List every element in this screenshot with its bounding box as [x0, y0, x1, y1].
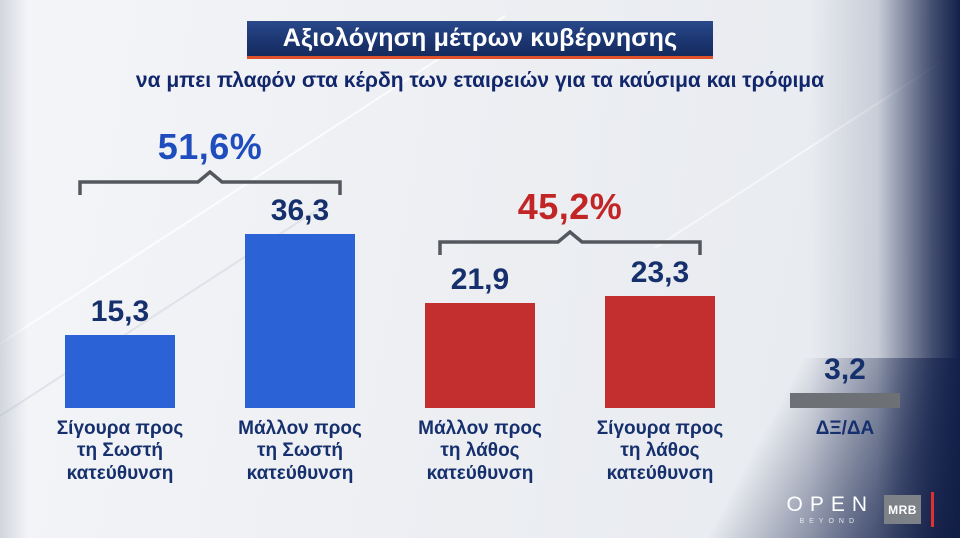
page-title: Αξιολόγηση μέτρων κυβέρνησης [282, 24, 678, 52]
bar-category-label: Μάλλον προς τη λάθος κατεύθυνση [418, 418, 542, 484]
mrb-logo: MRB [884, 495, 921, 524]
bar-column: 21,9 Μάλλον προς τη λάθος κατεύθυνση [390, 263, 570, 484]
mrb-red-accent [931, 492, 934, 527]
left-edge-shade [0, 0, 28, 538]
group-bracket [78, 170, 342, 195]
bar-value-label: 3,2 [824, 353, 866, 386]
bar [605, 296, 715, 408]
bar-value-label: 36,3 [270, 194, 330, 227]
bar [65, 335, 175, 408]
bar-value-label: 15,3 [90, 295, 150, 328]
open-beyond-tagline: BEYOND [799, 518, 860, 525]
bar-category-label: Μάλλον προς τη Σωστή κατεύθυνση [238, 418, 362, 484]
open-tv-logo: OPEN BEYOND [779, 494, 874, 525]
bar-value-label: 23,3 [630, 256, 690, 289]
bar-category-label: Σίγουρα προς τη Σωστή κατεύθυνση [56, 418, 184, 484]
mrb-logo-text: MRB [888, 502, 917, 517]
bar [245, 234, 355, 408]
group-percentage-label: 51,6% [157, 126, 263, 167]
bar-column: 23,3 Σίγουρα προς τη λάθος κατεύθυνση [570, 256, 750, 484]
open-logo-text: OPEN [786, 493, 874, 516]
chart-subtitle: να μπει πλαφόν στα κέρδη των εταιρειών γ… [135, 69, 825, 92]
bar-column: 3,2 ΔΞ/ΔΑ [755, 353, 935, 439]
bar-column: 15,3 Σίγουρα προς τη Σωστή κατεύθυνση [30, 295, 210, 484]
bar-column: 36,3 Μάλλον προς τη Σωστή κατεύθυνση [210, 194, 390, 484]
bar [425, 303, 535, 408]
bar-category-label: Σίγουρα προς τη λάθος κατεύθυνση [596, 418, 724, 484]
branding-area: OPEN BEYOND MRB [779, 492, 934, 527]
bar-value-label: 21,9 [450, 263, 510, 296]
title-banner: Αξιολόγηση μέτρων κυβέρνησης [247, 21, 713, 59]
bar-category-label: ΔΞ/ΔΑ [815, 418, 875, 439]
group-bracket [438, 230, 702, 255]
bar [790, 393, 900, 408]
group-percentage-label: 45,2% [517, 186, 623, 227]
